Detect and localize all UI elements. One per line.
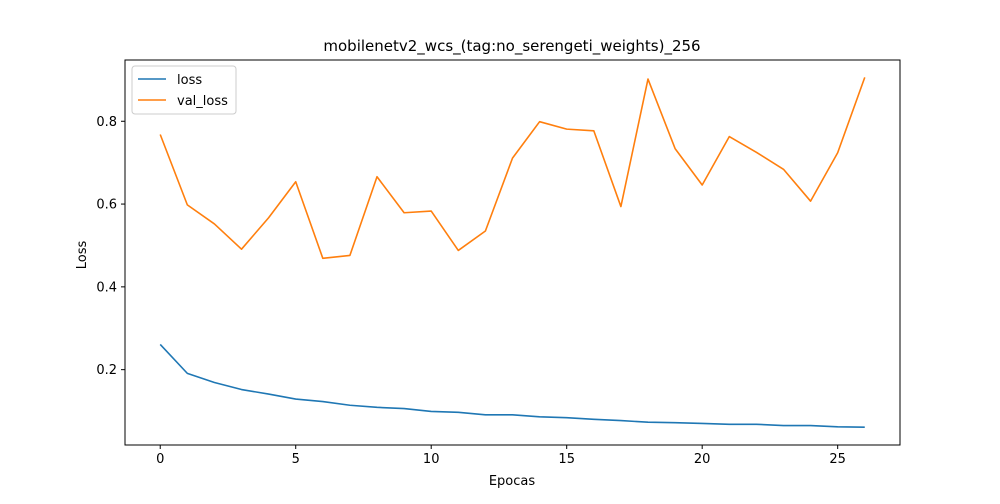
- legend: loss val_loss: [131, 65, 237, 115]
- legend-label-loss: loss: [177, 73, 202, 88]
- series-line-loss: [159, 343, 865, 428]
- chart-title: mobilenetv2_wcs_(tag:no_serengeti_weight…: [323, 37, 700, 56]
- x-tick-label: 0: [156, 452, 164, 467]
- y-axis-label: Loss: [75, 241, 90, 270]
- y-tick-label: 0.8: [96, 115, 117, 130]
- x-tick-label: 25: [829, 452, 846, 467]
- y-tick-label: 0.6: [96, 198, 117, 213]
- legend-box: [131, 65, 237, 115]
- x-tick-label: 15: [558, 452, 575, 467]
- y-axis-ticks: 0.2 0.4 0.6 0.8: [96, 115, 125, 378]
- x-tick-label: 20: [694, 452, 711, 467]
- series-line-val-loss: [159, 77, 866, 260]
- x-tick-label: 10: [423, 452, 440, 467]
- x-tick-label: 5: [292, 452, 300, 467]
- x-axis-ticks: 0 5 10 15 20 25: [156, 445, 846, 467]
- y-tick-label: 0.2: [96, 363, 117, 378]
- series-layer: [159, 77, 866, 428]
- plot-area-frame: [124, 59, 901, 446]
- x-axis-label: Epocas: [489, 474, 536, 489]
- y-tick-label: 0.4: [96, 280, 117, 295]
- legend-label-val-loss: val_loss: [177, 94, 228, 109]
